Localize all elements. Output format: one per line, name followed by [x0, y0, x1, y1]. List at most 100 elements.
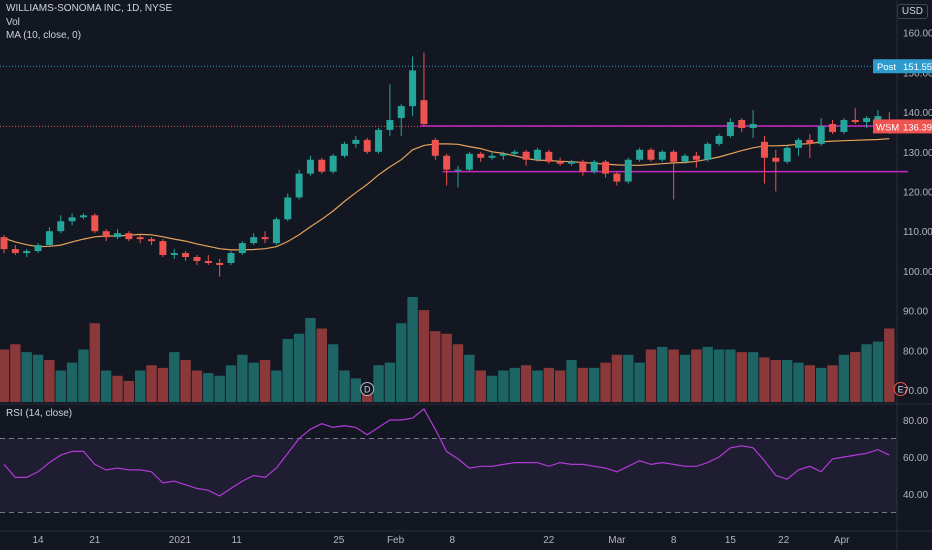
volume-bar	[861, 344, 872, 402]
candle-body	[760, 141, 768, 158]
volume-bar	[884, 328, 895, 402]
time-axis-tick: 8	[450, 535, 456, 546]
candle-body	[238, 243, 246, 254]
candle-body	[159, 241, 167, 256]
post-price-badge	[873, 59, 932, 74]
candle-body	[125, 233, 133, 240]
candle-body	[783, 147, 791, 162]
candle-body	[602, 161, 610, 174]
last-price-badge-label: WSM	[876, 122, 899, 133]
volume-bar	[407, 297, 418, 402]
candle-body	[250, 237, 258, 244]
candle-body	[136, 237, 144, 240]
candle-body	[79, 215, 87, 218]
price-axis-tick: 90.00	[903, 307, 928, 318]
candle-body	[114, 233, 121, 238]
candle-body	[420, 100, 428, 125]
volume-bar	[713, 349, 725, 402]
chart-title: WILLIAMS-SONOMA INC, 1D, NYSE	[6, 3, 173, 14]
candle-body	[624, 159, 632, 182]
candle-body	[182, 253, 190, 258]
candle-body	[34, 245, 42, 252]
candle-body	[329, 155, 337, 172]
candle-body	[272, 219, 280, 244]
rsi-axis-tick: 80.00	[903, 416, 928, 427]
volume-bar	[430, 331, 441, 402]
candle-body	[409, 70, 417, 107]
volume-bar	[203, 373, 214, 402]
volume-bar	[600, 362, 611, 402]
volume-bar	[554, 370, 566, 402]
volume-bar	[793, 362, 804, 402]
candle-body	[465, 153, 473, 170]
rsi-axis-tick: 60.00	[903, 453, 928, 464]
volume-bar	[271, 370, 282, 402]
candle-body	[102, 231, 110, 238]
time-axis-tick: 14	[32, 535, 44, 546]
volume-bar	[418, 310, 430, 402]
candle-body	[227, 253, 235, 263]
price-axis-tick: 70.00	[903, 386, 928, 397]
volume-bar	[679, 354, 691, 402]
volume-bar	[543, 367, 554, 402]
volume-bar	[872, 341, 884, 402]
volume-bar	[282, 339, 293, 402]
candle-body	[658, 151, 666, 160]
volume-bar	[384, 362, 396, 402]
candle-body	[68, 217, 76, 222]
candle-body	[57, 221, 65, 232]
candle-body	[670, 151, 678, 162]
volume-bar	[191, 370, 203, 402]
volume-bar	[396, 323, 407, 402]
candle-body	[795, 139, 802, 148]
time-axis-tick: Apr	[834, 535, 850, 546]
volume-bar	[486, 375, 498, 402]
candle-body	[704, 143, 712, 160]
candle-body	[522, 151, 530, 160]
candle-body	[352, 139, 360, 144]
volume-bar	[350, 378, 362, 402]
time-axis-tick: 22	[778, 535, 790, 546]
volume-bar	[770, 360, 781, 402]
time-axis-tick: 11	[231, 535, 242, 546]
volume-bar	[816, 367, 827, 402]
volume-bar	[702, 346, 713, 402]
candle-body	[45, 231, 53, 246]
candle-body	[738, 120, 746, 128]
candle-body	[715, 135, 723, 144]
candle-body	[681, 155, 689, 162]
post-price-badge-label: Post	[877, 62, 896, 73]
rsi-axis-tick: 40.00	[903, 490, 928, 501]
candle-body	[590, 161, 598, 172]
rsi-band-fill	[0, 438, 897, 513]
volume-bar	[78, 349, 89, 402]
price-axis-tick: 160.00	[903, 29, 932, 40]
volume-bar	[691, 349, 702, 402]
candle-body	[216, 262, 224, 265]
candle-body	[636, 149, 644, 160]
candle-body	[647, 149, 655, 160]
candle-body	[397, 106, 405, 119]
candle-body	[829, 124, 837, 132]
ma-label: MA (10, close, 0)	[6, 30, 82, 41]
volume-bar	[44, 360, 55, 402]
candle-body	[692, 155, 700, 160]
volume-bar	[237, 354, 248, 402]
time-axis-tick: 15	[725, 535, 737, 546]
volume-bar	[339, 370, 350, 402]
candle-body	[863, 118, 871, 123]
time-axis-tick: Feb	[387, 535, 405, 546]
volume-bar	[589, 367, 600, 402]
volume-bar	[838, 354, 850, 402]
price-axis-tick: 110.00	[903, 227, 932, 238]
earnings-marker-label: D	[364, 385, 371, 395]
volume-bar	[725, 349, 736, 402]
volume-bar	[180, 360, 191, 402]
candle-body	[533, 149, 541, 160]
volume-bar	[532, 370, 543, 402]
candle-body	[91, 215, 99, 232]
candle-body	[148, 239, 156, 242]
volume-bar	[89, 323, 100, 402]
candle-body	[386, 120, 394, 130]
